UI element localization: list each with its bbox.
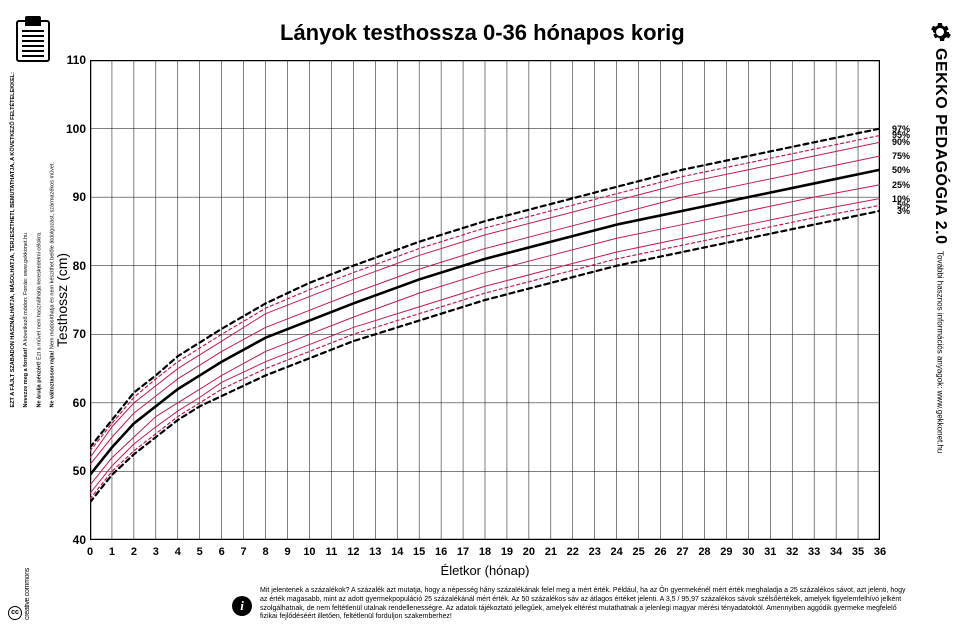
x-tick: 12 — [347, 546, 359, 558]
x-tick: 26 — [654, 546, 666, 558]
nc-body: Ezt a művet nem használhatja kereskedelm… — [36, 231, 42, 359]
pct-label: 75% — [892, 151, 910, 161]
license-caps: EZT A FÁJLT SZABADON HASZNÁLHATJA, MÁSOL… — [10, 72, 16, 408]
right-rail: GEKKO PEDAGÓGIA 2.0 További hasznos info… — [926, 20, 954, 600]
pct-label: 10% — [892, 194, 910, 204]
y-tick: 70 — [58, 327, 86, 341]
attr-heading: Nevezze meg a forrást! — [23, 348, 29, 408]
x-tick: 18 — [479, 546, 491, 558]
x-tick: 31 — [764, 546, 776, 558]
footer-note: Mit jelentenek a százalékok? A százalék … — [260, 587, 912, 622]
x-tick: 23 — [589, 546, 601, 558]
nc-heading: Ne árulja pénzért! — [36, 361, 42, 407]
x-tick: 29 — [720, 546, 732, 558]
y-tick: 50 — [58, 464, 86, 478]
y-tick: 80 — [58, 259, 86, 273]
cc-text: creative commons — [24, 568, 31, 620]
x-tick: 5 — [197, 546, 203, 558]
attr-body: A következő módon: Forrás: www.gekkonet.… — [23, 233, 29, 346]
info-icon: i — [232, 596, 252, 616]
x-tick: 6 — [219, 546, 225, 558]
y-tick: 60 — [58, 396, 86, 410]
x-tick: 0 — [87, 546, 93, 558]
nd-heading: Ne változtasson rajta! — [49, 351, 55, 408]
x-tick: 9 — [284, 546, 290, 558]
gear-icon — [928, 20, 952, 44]
chart-svg — [90, 60, 880, 540]
y-tick: 90 — [58, 190, 86, 204]
pct-label: 50% — [892, 165, 910, 175]
x-tick: 21 — [545, 546, 557, 558]
pct-label: 25% — [892, 180, 910, 190]
x-tick: 2 — [131, 546, 137, 558]
x-tick: 1 — [109, 546, 115, 558]
x-tick: 33 — [808, 546, 820, 558]
x-tick: 7 — [241, 546, 247, 558]
x-tick: 35 — [852, 546, 864, 558]
x-tick: 27 — [676, 546, 688, 558]
x-tick: 11 — [326, 546, 338, 558]
x-tick: 8 — [262, 546, 268, 558]
x-axis-label: Életkor (hónap) — [441, 563, 530, 578]
x-tick: 25 — [632, 546, 644, 558]
x-tick: 32 — [786, 546, 798, 558]
brand-main: GEKKO PEDAGÓGIA 2.0 — [931, 48, 949, 245]
x-tick: 13 — [369, 546, 381, 558]
x-tick: 15 — [413, 546, 425, 558]
growth-chart: Testhossz (cm) Életkor (hónap) 405060708… — [90, 60, 880, 540]
left-rail: EZT A FÁJLT SZABADON HASZNÁLHATJA, MÁSOL… — [8, 20, 58, 580]
x-tick: 36 — [874, 546, 886, 558]
x-tick: 14 — [391, 546, 403, 558]
license-text: EZT A FÁJLT SZABADON HASZNÁLHATJA, MÁSOL… — [10, 72, 56, 408]
x-tick: 16 — [435, 546, 447, 558]
brand-sub: További hasznos információs anyagok: www… — [936, 251, 945, 453]
x-tick: 17 — [457, 546, 469, 558]
x-tick: 10 — [303, 546, 315, 558]
x-tick: 28 — [698, 546, 710, 558]
pct-label: 97% — [892, 124, 910, 134]
x-tick: 22 — [567, 546, 579, 558]
y-tick: 40 — [58, 533, 86, 547]
x-tick: 30 — [742, 546, 754, 558]
x-tick: 20 — [523, 546, 535, 558]
cc-icon: cc — [8, 606, 22, 620]
x-tick: 34 — [830, 546, 842, 558]
x-tick: 3 — [153, 546, 159, 558]
x-tick: 24 — [611, 546, 623, 558]
x-tick: 4 — [175, 546, 181, 558]
cc-block: cc creative commons — [8, 568, 58, 620]
y-tick: 110 — [58, 53, 86, 67]
chart-title: Lányok testhossza 0-36 hónapos korig — [280, 20, 685, 46]
page: EZT A FÁJLT SZABADON HASZNÁLHATJA, MÁSOL… — [0, 0, 960, 630]
x-tick: 19 — [501, 546, 513, 558]
y-tick: 100 — [58, 122, 86, 136]
clipboard-icon — [16, 20, 50, 62]
